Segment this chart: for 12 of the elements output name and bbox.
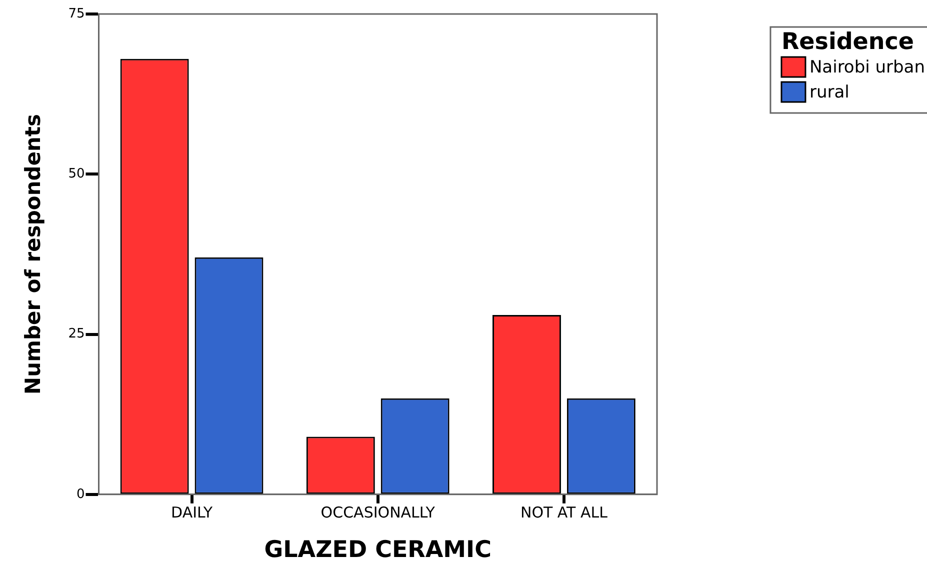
x-tick-label: OCCASIONALLY [320, 503, 436, 522]
legend-label: rural [809, 82, 850, 102]
y-tick-label: 50 [68, 166, 85, 182]
y-tick-label: 75 [68, 6, 85, 22]
x-axis-title: GLAZED CERAMIC [264, 537, 492, 564]
x-tick-label: NOT AT ALL [520, 503, 608, 522]
y-axis-title: Number of respondents [21, 114, 46, 394]
legend-label: Nairobi urban [809, 57, 926, 78]
x-tick-label: DAILY [171, 503, 214, 522]
y-tick-label: 0 [76, 486, 85, 502]
legend-title: Residence [781, 28, 914, 55]
y-tick-label: 25 [68, 326, 85, 342]
